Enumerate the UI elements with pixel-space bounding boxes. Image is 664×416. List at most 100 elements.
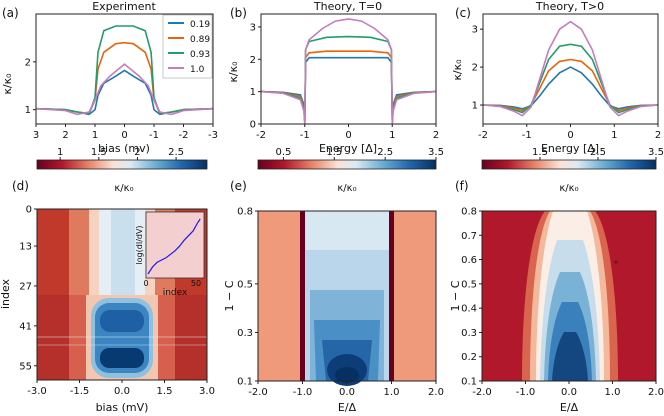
panel-e-yticks: 0.1 0.3 0.5 0.8	[237, 207, 258, 388]
x-tick-label: -3	[208, 130, 218, 141]
y-tick-label: 1	[25, 105, 31, 116]
series-line-0.89	[261, 50, 436, 123]
inset-xtick-0: 0	[143, 279, 148, 288]
hm-e-edge-right	[389, 211, 394, 381]
panel-f-heatmap	[482, 211, 656, 381]
hm-f-layer	[552, 332, 588, 381]
series-line-0.93	[261, 35, 436, 123]
y-tick-label: 2	[472, 63, 478, 74]
x-tick-label: -1	[149, 130, 159, 141]
y-tick-label: 0	[26, 205, 32, 216]
inset-xlabel: index	[163, 288, 188, 298]
series-line-0.93	[483, 43, 658, 114]
panel-e-xlabel: E/Δ	[338, 401, 357, 414]
y-tick-label: 0.8	[461, 207, 477, 218]
x-tick-label: 0	[121, 130, 127, 141]
panel-c-title: Theory, T>0	[535, 0, 604, 13]
legend-entry-3: 1.0	[190, 65, 205, 75]
colorbar-tick-label: 0.5	[275, 147, 291, 158]
panel-b-ylabel: κ/κ₀	[227, 61, 240, 83]
y-tick-label: 2	[25, 57, 31, 68]
y-tick-label: 2	[250, 55, 256, 66]
panel-f-label: (f)	[455, 179, 469, 193]
y-tick-label: 41	[19, 321, 32, 332]
panel-b-xlabel: Energy [Δ]	[319, 142, 377, 155]
panel-b-yticks: 0 1 2 3	[250, 22, 261, 131]
series-line-1.0	[36, 63, 213, 116]
y-tick-label: 0.8	[237, 207, 253, 218]
panel-c-label: (c)	[455, 6, 471, 20]
colorbar-tick-label: 2.5	[377, 147, 393, 158]
hm-e-edge-left	[300, 211, 305, 381]
panel-a-ylabel: κ/κ₀	[1, 73, 14, 95]
colorbar-tick-label: 1.5	[91, 147, 107, 158]
panel-e-colorbar-label: κ/κ₀	[337, 183, 356, 194]
legend-entry-0: 0.19	[190, 20, 210, 30]
inset-ylabel: log(dI/dV)	[135, 225, 144, 264]
inset-frame	[145, 211, 205, 279]
panel-d-heatmap	[37, 209, 207, 380]
hm-e-core	[335, 367, 359, 383]
series-line-0.19	[261, 56, 436, 121]
panel-d-xlabel: bias (mV)	[96, 401, 149, 414]
panel-c: (c) Theory, T>0 -2 -1 0 1 2 1 2 3 Energy [Δ] κ…	[451, 0, 661, 155]
colorbar-tick-label: 3.5	[648, 147, 664, 158]
panel-d-colorbar-ticks: 1 1.5 2 2.5	[57, 147, 184, 160]
panel-a-legend: 0.19 0.89 0.93 1.0	[162, 14, 213, 79]
series-line-1.0	[483, 20, 658, 117]
panel-a-xticks: 3 2 1 0 -1 -2 -3	[33, 124, 218, 141]
y-tick-label: 0.1	[237, 377, 253, 388]
y-tick-label: 1	[472, 101, 478, 112]
x-tick-label: 1	[92, 130, 98, 141]
inset-series-line	[147, 218, 201, 275]
inset-series	[147, 218, 201, 275]
panel-b-label: (b)	[230, 6, 247, 20]
y-tick-label: 0.1	[461, 377, 477, 388]
x-tick-label: 2	[433, 130, 439, 141]
y-tick-label: 1	[250, 87, 256, 98]
panel-a-label: (a)	[2, 6, 19, 20]
y-tick-label: 0.5	[461, 279, 477, 290]
x-tick-label: 0.0	[339, 387, 355, 398]
x-tick-label: -2	[179, 130, 189, 141]
hm-d-band	[111, 209, 135, 295]
y-tick-label: 0.7	[461, 231, 477, 242]
panel-e-heatmap	[258, 211, 436, 386]
panel-a-series	[36, 25, 213, 116]
x-tick-label: -2	[256, 130, 266, 141]
x-tick-label: -2	[478, 130, 488, 141]
panel-a-yticks: 12	[25, 57, 36, 116]
x-tick-label: 0.0	[114, 386, 130, 397]
panel-e-label: (e)	[230, 179, 247, 193]
x-tick-label: -1.0	[293, 387, 313, 398]
legend-entry-1: 0.89	[190, 35, 210, 45]
x-tick-label: -3.0	[27, 386, 47, 397]
x-tick-label: -1	[300, 130, 310, 141]
y-tick-label: 0.3	[461, 328, 477, 339]
panel-d-label: (d)	[12, 179, 29, 193]
x-tick-label: 1.0	[605, 387, 621, 398]
y-tick-label: 55	[19, 361, 32, 372]
x-tick-label: 1.0	[384, 387, 400, 398]
hm-d-blob	[100, 348, 144, 368]
panel-e-ylabel: 1 − C	[223, 280, 236, 311]
panel-a: (a) Experiment 3 2 1 0 -1 -2 -3 12 bias (mv) κ…	[1, 0, 218, 155]
hm-f-marker	[614, 260, 618, 264]
x-tick-label: 2	[655, 130, 661, 141]
panel-c-ylabel: κ/κ₀	[451, 59, 464, 81]
panel-d-colorbar	[36, 159, 208, 170]
x-tick-label: 0.0	[561, 387, 577, 398]
panel-f-colorbar-ticks: 1.5 2.5 3.5	[532, 147, 664, 160]
colorbar-tick-label: 1.5	[326, 147, 342, 158]
series-line-0.89	[483, 58, 658, 112]
panel-e-xticks: -2.0 -1.0 0.0 1.0 2.0	[248, 381, 444, 398]
panel-d-yticks: 0 13 27 41 55	[19, 205, 37, 372]
panel-d: (d) 1 1.5 2 2.5 κ/κ₀	[0, 147, 215, 414]
panel-b-frame	[260, 13, 437, 125]
colorbar-tick-label: 2.5	[168, 147, 184, 158]
colorbar-tick-label: 3.5	[428, 147, 444, 158]
panel-f: (f) 1.5 2.5 3.5 κ/κ₀ -2.0 -1.0 0.0 1.0 2.0 0.1…	[449, 147, 664, 414]
x-tick-label: 2	[62, 130, 68, 141]
x-tick-label: 2.0	[648, 387, 664, 398]
